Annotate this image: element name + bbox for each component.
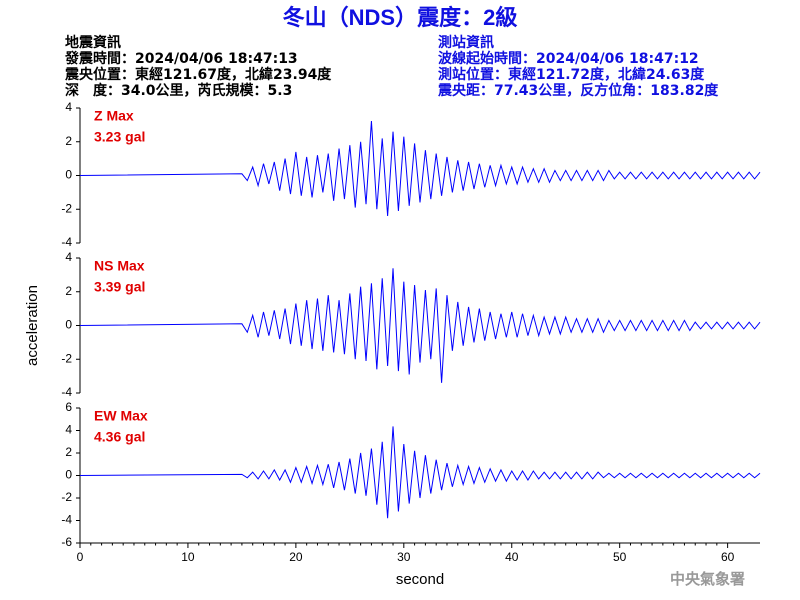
y-tick-label: 2 [65,445,72,459]
waveform [79,120,761,217]
info-line: 測站資訊 [438,34,494,51]
x-axis-label: second [396,571,444,588]
component-label: NS Max [94,258,145,274]
y-tick-label: -4 [61,513,72,527]
x-tick-label: 50 [613,550,627,564]
x-tick-label: 20 [289,550,303,564]
y-tick-label: -4 [61,385,72,399]
y-tick-label: -2 [61,351,72,365]
max-label: 3.39 gal [94,279,145,295]
y-tick-label: 0 [65,468,72,482]
info-line: 測站位置：東經121.72度，北緯24.63度 [438,66,705,83]
y-tick-label: 4 [65,423,72,437]
y-tick-label: 4 [65,250,72,264]
y-tick-label: 0 [65,318,72,332]
info-line: 深 度：34.0公里，芮氏規模：5.3 [65,82,292,99]
y-tick-label: 0 [65,168,72,182]
info-line: 發震時間：2024/04/06 18:47:13 [64,50,298,67]
x-tick-label: 30 [397,550,411,564]
y-tick-label: -2 [61,201,72,215]
x-tick-label: 60 [721,550,735,564]
component-label: EW Max [94,408,148,424]
info-line: 震央位置：東經121.67度，北緯23.94度 [64,66,332,83]
max-label: 3.23 gal [94,129,145,145]
info-line: 波線起始時間：2024/04/06 18:47:12 [438,50,699,67]
info-line: 震央距：77.43公里，反方位角：183.82度 [437,82,719,99]
y-tick-label: 6 [65,400,72,414]
x-tick-label: 0 [77,550,84,564]
component-label: Z Max [94,108,134,124]
title: 冬山（NDS）震度：2級 [283,5,518,30]
y-tick-label: 4 [65,100,72,114]
y-tick-label: 2 [65,134,72,148]
x-tick-label: 40 [505,550,519,564]
waveform [79,268,761,383]
y-axis-label: acceleration [24,285,41,366]
max-label: 4.36 gal [94,429,145,445]
waveform [79,426,761,519]
y-tick-label: 2 [65,284,72,298]
agency: 中央氣象署 [670,570,745,588]
y-tick-label: -4 [61,235,72,249]
info-line: 地震資訊 [65,34,121,51]
x-tick-label: 10 [181,550,195,564]
y-tick-label: -2 [61,490,72,504]
y-tick-label: -6 [61,535,72,549]
